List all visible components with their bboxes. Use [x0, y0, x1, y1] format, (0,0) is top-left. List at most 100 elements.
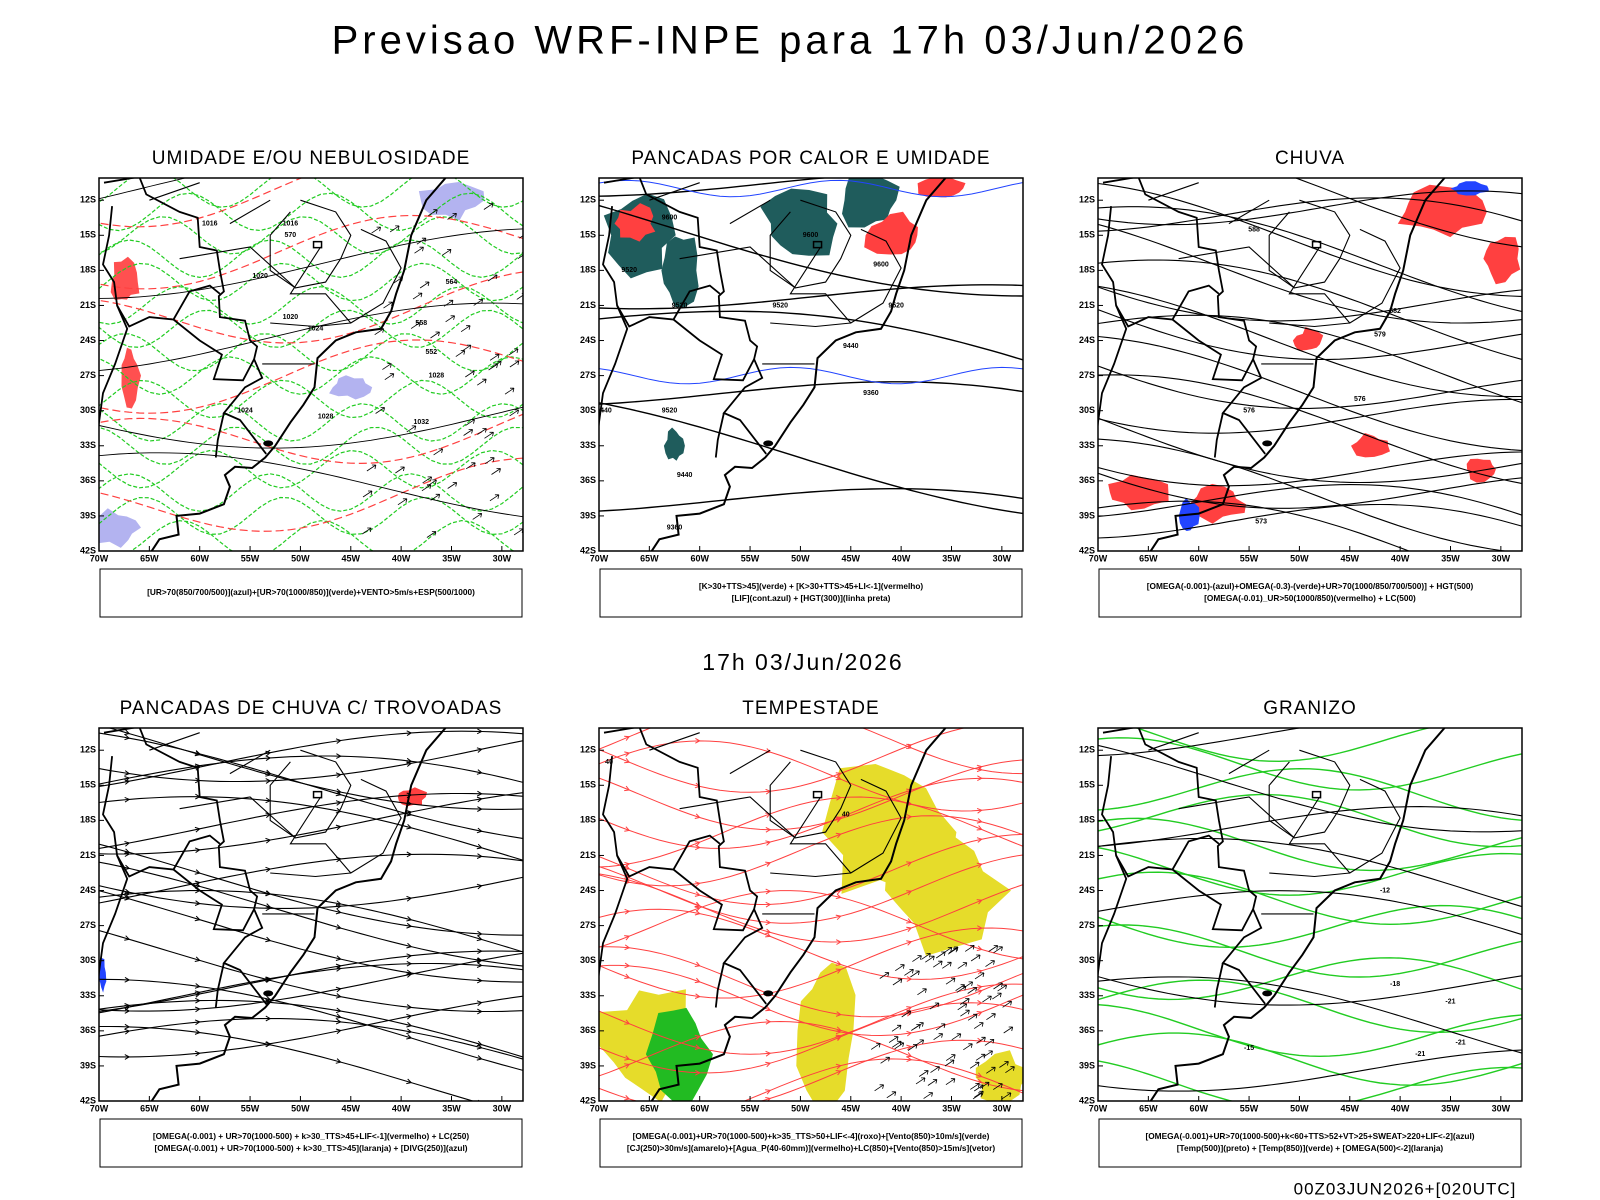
flow-arrow — [194, 956, 201, 962]
flow-arrow — [194, 826, 201, 833]
wind-vector — [974, 972, 985, 980]
flow-arrow — [976, 764, 983, 771]
flow-arrow — [694, 901, 701, 907]
border-line — [1101, 206, 1220, 328]
flow-arrow — [835, 816, 842, 822]
contour-line — [599, 740, 1023, 812]
flow-arrow — [406, 1021, 413, 1028]
flow-arrow — [906, 926, 913, 933]
lake — [263, 990, 274, 997]
contour-label: -21 — [1415, 1051, 1425, 1058]
wind-vector — [974, 1090, 984, 1098]
contour-label: -21 — [1456, 1039, 1466, 1046]
wind-vector — [430, 331, 440, 339]
lon-tick-label: 70W — [590, 553, 609, 563]
wind-vector — [433, 448, 443, 456]
border-line — [229, 199, 271, 225]
wind-vector — [366, 464, 377, 472]
lat-tick-label: 42S — [1079, 1095, 1095, 1105]
wind-vector — [397, 498, 408, 506]
lat-tick-label: 30S — [80, 955, 96, 965]
flow-arrow — [265, 769, 272, 776]
lat-tick-label: 18S — [80, 815, 96, 825]
flow-arrow — [335, 1028, 342, 1035]
flow-arrow — [406, 895, 413, 902]
contour-label: 1024 — [237, 408, 253, 415]
lon-tick-label: 30W — [493, 1103, 512, 1113]
flow-arrow — [765, 1018, 772, 1025]
contour-label: 9360 — [667, 524, 683, 531]
flow-arrow — [476, 935, 483, 942]
contour-line — [130, 519, 515, 551]
panel-title: PANCADAS POR CALOR E UMIDADE — [631, 148, 990, 169]
wind-vector — [917, 988, 927, 996]
border-line — [103, 728, 267, 1005]
contour-label: 573 — [1255, 519, 1267, 526]
lat-tick-label: 18S — [80, 265, 96, 275]
flow-arrow — [265, 1041, 272, 1047]
wind-vector — [410, 322, 421, 329]
map-frame — [598, 177, 1024, 552]
contour-line — [1098, 1060, 1522, 1101]
lat-tick-label: 27S — [80, 920, 96, 930]
city-marker — [312, 240, 323, 249]
lat-tick-label: 30S — [1079, 405, 1095, 415]
flow-arrow — [335, 772, 342, 778]
wind-vector — [951, 1033, 962, 1041]
border-line — [214, 962, 225, 1008]
shaded-area — [1483, 236, 1521, 285]
contour-line — [1098, 793, 1522, 848]
flow-arrow — [335, 966, 342, 972]
contour-line — [1098, 314, 1522, 404]
flow-arrow — [835, 960, 842, 966]
lat-tick-label: 24S — [580, 885, 596, 895]
lon-tick-label: 55W — [1240, 553, 1259, 563]
lat-tick-label: 12S — [580, 745, 596, 755]
flow-arrow — [765, 901, 772, 908]
border-line — [599, 855, 629, 981]
lake — [763, 440, 774, 447]
contour-label: 558 — [415, 320, 427, 327]
contour-line — [599, 1020, 1023, 1092]
shaded-area — [121, 347, 141, 409]
flow-arrow — [624, 962, 631, 969]
wind-vector — [465, 419, 475, 426]
wind-vector — [932, 960, 943, 968]
flow-arrow — [694, 1034, 701, 1041]
flow-arrow — [335, 800, 342, 806]
flow-arrow — [624, 785, 631, 792]
border-line — [1148, 182, 1199, 201]
lon-tick-label: 35W — [942, 553, 961, 563]
contour-line — [99, 890, 523, 983]
contour-line — [1098, 975, 1522, 1006]
lon-tick-label: 60W — [690, 1103, 709, 1113]
legend-text: [K>30+TTS>45](verde) + [K>30+TTS>45+LI<-… — [699, 581, 924, 591]
contour-line — [599, 964, 1023, 1037]
lat-tick-label: 42S — [580, 1095, 596, 1105]
map-area: 40 40 — [599, 728, 1023, 1101]
contour-line — [99, 178, 187, 200]
wind-vector — [880, 1056, 890, 1064]
flow-arrow — [194, 900, 201, 906]
wind-vector — [416, 237, 427, 245]
flow-arrow — [624, 826, 631, 832]
lat-tick-label: 39S — [1079, 510, 1095, 520]
contour-label: 9440 — [677, 472, 693, 479]
flow-arrow — [265, 903, 272, 909]
lat-tick-label: 12S — [1079, 745, 1095, 755]
lon-tick-label: 65W — [1139, 1103, 1158, 1113]
wind-vector — [886, 1091, 897, 1099]
contour-line — [1098, 398, 1522, 434]
contour-line — [599, 833, 1023, 906]
contour-label: 9520 — [888, 302, 904, 309]
lon-tick-label: 45W — [1341, 553, 1360, 563]
wind-vector — [957, 1003, 968, 1011]
lon-tick-label: 30W — [1492, 553, 1511, 563]
lat-tick-label: 36S — [580, 475, 596, 485]
contour-line — [1098, 904, 1522, 949]
legend-box — [599, 568, 1023, 618]
flow-arrow — [624, 873, 631, 879]
flow-arrow — [124, 891, 131, 898]
contour-label: 9600 — [873, 261, 889, 268]
wind-vector — [426, 531, 437, 538]
